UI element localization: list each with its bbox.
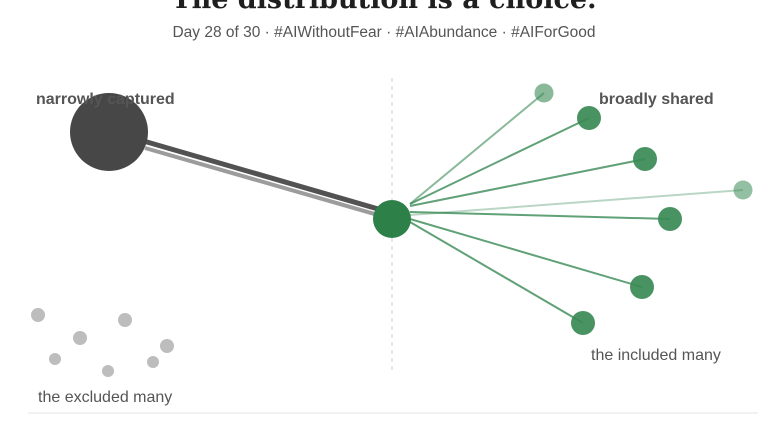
excluded-dot (49, 353, 61, 365)
shared-spoke (409, 218, 643, 288)
shared-spoke (409, 189, 744, 216)
page-subtitle: Day 28 of 30 · #AIWithoutFear · #AIAbund… (172, 24, 596, 41)
excluded-dot (73, 331, 87, 345)
captured-node (70, 93, 148, 171)
shared-spoke (409, 92, 545, 205)
shared-node (534, 83, 554, 103)
label-narrowly-captured: narrowly captured (36, 91, 175, 108)
label-excluded-many: the excluded many (38, 389, 172, 406)
label-included-many: the included many (591, 347, 721, 364)
shared-spoke (409, 221, 584, 324)
shared-node (630, 275, 654, 299)
shared-spoke (409, 117, 590, 205)
shared-spoke (409, 211, 671, 220)
label-broadly-shared: broadly shared (599, 91, 714, 108)
page-title: The distribution is a choice. (0, 0, 768, 15)
excluded-dot (102, 365, 114, 377)
excluded-dot (31, 308, 45, 322)
excluded-dot (160, 339, 174, 353)
center-node (373, 200, 411, 238)
capture-link (139, 137, 393, 216)
excluded-dot (147, 356, 159, 368)
shared-node (733, 180, 753, 200)
excluded-dot (118, 313, 132, 327)
shared-node (571, 311, 595, 335)
shared-node (658, 207, 682, 231)
shared-spoke (409, 158, 646, 207)
shared-node (577, 106, 601, 130)
shared-node (633, 147, 657, 171)
capture-link-shadow (144, 146, 393, 221)
